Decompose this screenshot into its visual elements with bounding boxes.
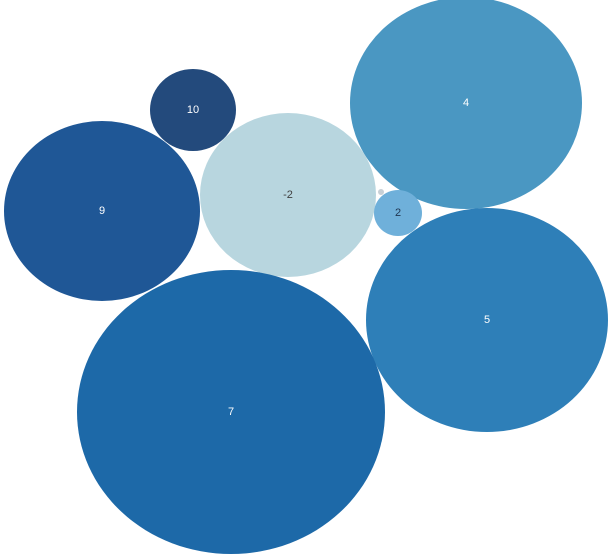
bubble-2[interactable]: [374, 190, 422, 236]
bubble-label-4: 4: [463, 97, 469, 109]
bubble-label-10: 10: [187, 104, 199, 116]
marker-dot: [378, 189, 384, 195]
bubble-label-2: 2: [395, 207, 401, 219]
bubble-5[interactable]: [366, 208, 608, 432]
bubble--2[interactable]: [200, 113, 376, 277]
bubble-10[interactable]: [150, 69, 236, 151]
bubble-4[interactable]: [350, 0, 582, 209]
bubble-label-5: 5: [484, 314, 490, 326]
bubble-label-7: 7: [228, 406, 234, 418]
bubble-7[interactable]: [77, 270, 385, 554]
bubble-9[interactable]: [4, 121, 200, 301]
bubble-label--2: -2: [283, 189, 293, 201]
bubble-label-9: 9: [99, 205, 105, 217]
